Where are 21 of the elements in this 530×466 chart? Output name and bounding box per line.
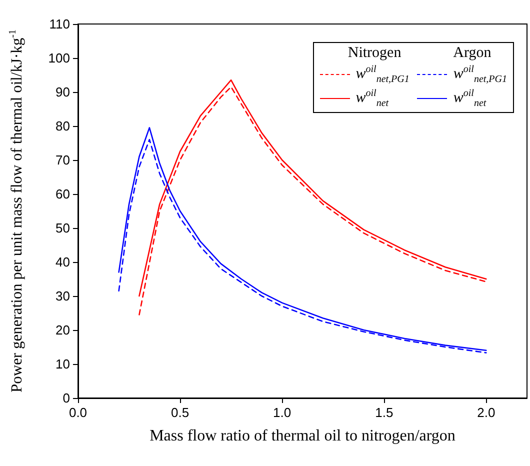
x-tick-label: 1.5 xyxy=(375,405,394,420)
y-axis-title: Power generation per unit mass flow of thermal oil/kJ·kg-1 xyxy=(8,29,26,393)
y-tick-label: 10 xyxy=(56,356,70,372)
y-tick-label: 30 xyxy=(56,288,70,304)
y-tick-label: 60 xyxy=(56,186,70,202)
annotation: Argon xyxy=(452,45,492,62)
y-tick-label: 100 xyxy=(48,50,70,66)
y-tick-label: 70 xyxy=(56,152,70,168)
x-tick-label: 2.0 xyxy=(477,405,496,420)
x-tick-label: 1.0 xyxy=(273,405,292,420)
y-tick-label: 0 xyxy=(62,390,70,406)
annotation: Nitrogen xyxy=(346,45,402,62)
y-tick-label: 50 xyxy=(56,220,70,236)
y-tick-label: 110 xyxy=(49,16,70,32)
y-tick-label: 20 xyxy=(56,322,70,338)
y-tick-label: 40 xyxy=(56,254,70,270)
y-tick-label: 90 xyxy=(56,84,70,100)
x-axis-title: Mass flow ratio of thermal oil to nitrogen/argon xyxy=(150,428,456,444)
y-tick-label: 80 xyxy=(56,118,70,134)
x-tick-label: 0.5 xyxy=(171,405,190,420)
x-tick-label: 0.0 xyxy=(68,405,88,420)
